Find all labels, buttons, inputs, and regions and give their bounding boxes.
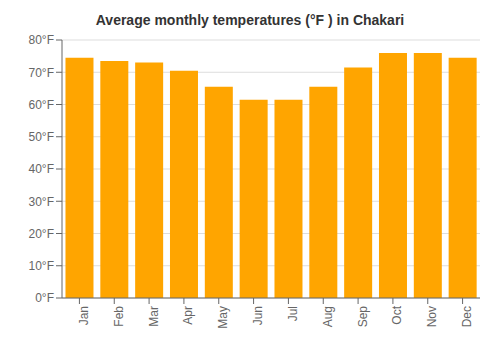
svg-text:20°F: 20°F xyxy=(29,227,54,241)
svg-text:0°F: 0°F xyxy=(35,291,54,305)
svg-text:30°F: 30°F xyxy=(29,195,54,209)
svg-text:10°F: 10°F xyxy=(29,259,54,273)
svg-text:70°F: 70°F xyxy=(29,66,54,80)
svg-text:Sep: Sep xyxy=(356,306,370,328)
svg-text:Nov: Nov xyxy=(425,306,439,327)
svg-text:40°F: 40°F xyxy=(29,162,54,176)
svg-text:Oct: Oct xyxy=(390,305,404,324)
svg-text:Aug: Aug xyxy=(321,306,335,327)
svg-text:Apr: Apr xyxy=(181,306,195,325)
html-text:Average monthly temperatures (: Average monthly temperatures (°F ) in Ch… xyxy=(95,12,405,28)
svg-text:50°F: 50°F xyxy=(29,130,54,144)
svg-text:Jun: Jun xyxy=(251,306,265,325)
svg-text:Jan: Jan xyxy=(77,306,91,325)
svg-text:May: May xyxy=(216,306,230,329)
svg-text:80°F: 80°F xyxy=(29,33,54,47)
svg-text:Jul: Jul xyxy=(286,306,300,321)
svg-text:60°F: 60°F xyxy=(29,98,54,112)
svg-text:Feb: Feb xyxy=(112,306,126,327)
svg-text:Dec: Dec xyxy=(460,306,474,327)
svg-text:Mar: Mar xyxy=(147,306,161,327)
